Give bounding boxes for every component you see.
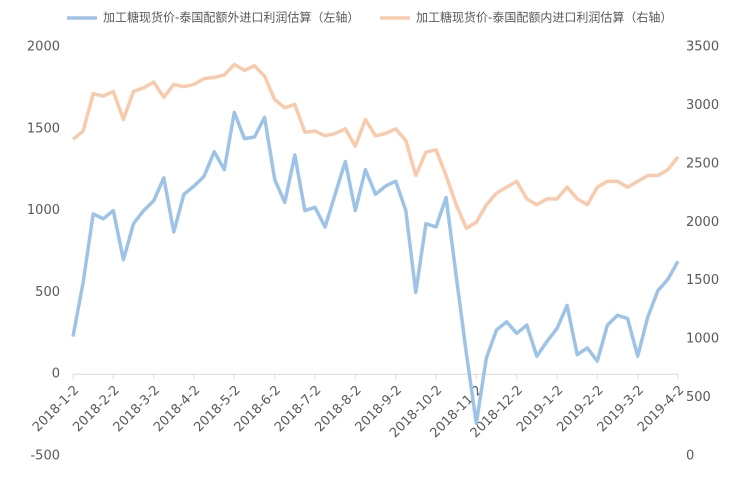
y-tick-label: 2000 [27,40,60,55]
y2-tick-label: 2000 [686,215,719,230]
y-tick-label: -500 [30,449,60,464]
y2-tick-label: 2500 [686,156,719,171]
y2-tick-label: 1500 [686,273,719,288]
y2-tick-label: 3500 [686,40,719,55]
y-tick-label: 1000 [27,203,60,218]
y2-tick-label: 0 [686,449,694,464]
legend-label: 加工糖现货价-泰国配额外进口利润估算（左轴） [103,10,359,25]
series-line [71,62,680,230]
y-tick-label: 0 [52,367,60,382]
y2-tick-label: 1000 [686,332,719,347]
y-tick-label: 500 [35,285,60,300]
legend-label: 加工糖现货价-泰国配额内进口利润估算（右轴） [416,10,672,25]
y-tick-label: 1500 [27,121,60,136]
y2-tick-label: 500 [686,390,711,405]
y2-tick-label: 3000 [686,98,719,113]
series-line [71,110,680,426]
